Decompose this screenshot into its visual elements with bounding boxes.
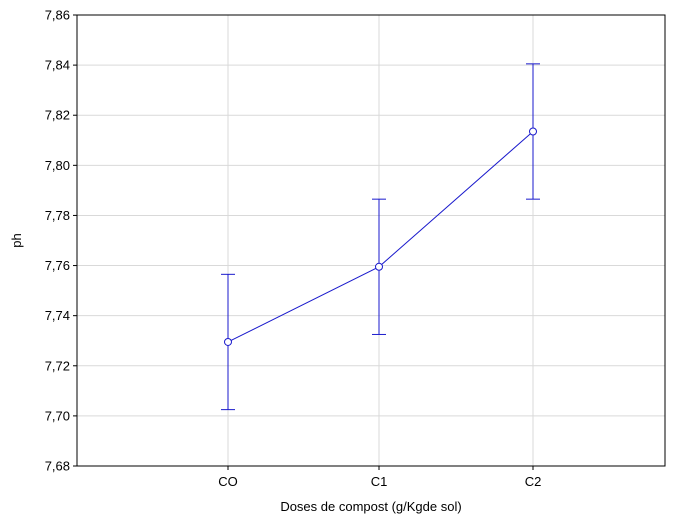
y-tick-label: 7,76 xyxy=(45,258,70,273)
y-axis-title: ph xyxy=(9,233,24,247)
x-tick-label: C2 xyxy=(525,474,542,489)
series-group xyxy=(221,63,540,411)
y-tick-label: 7,78 xyxy=(45,208,70,223)
data-point xyxy=(529,127,537,136)
y-tick-label: 7,70 xyxy=(45,408,70,423)
y-tick-label: 7,80 xyxy=(45,158,70,173)
x-axis-title: Doses de compost (g/Kgde sol) xyxy=(280,499,461,514)
grid xyxy=(77,15,665,466)
y-tick-label: 7,84 xyxy=(45,58,70,73)
y-tick-label: 7,86 xyxy=(45,8,70,23)
series-line xyxy=(227,131,534,343)
y-tick-label: 7,72 xyxy=(45,358,70,373)
data-point xyxy=(375,262,383,271)
x-tick-label: CO xyxy=(218,474,238,489)
x-tick-label: C1 xyxy=(371,474,388,489)
y-tick-label: 7,74 xyxy=(45,308,70,323)
y-tick-label: 7,82 xyxy=(45,108,70,123)
x-axis-ticks: CO C1 C2 xyxy=(218,466,541,489)
y-axis-ticks: 7,68 7,70 7,72 7,74 7,76 7,78 7,80 7,82 7,84 7,86 xyxy=(45,8,77,474)
plot-frame xyxy=(76,14,666,467)
y-tick-label: 7,68 xyxy=(45,459,70,474)
data-point xyxy=(224,337,232,346)
